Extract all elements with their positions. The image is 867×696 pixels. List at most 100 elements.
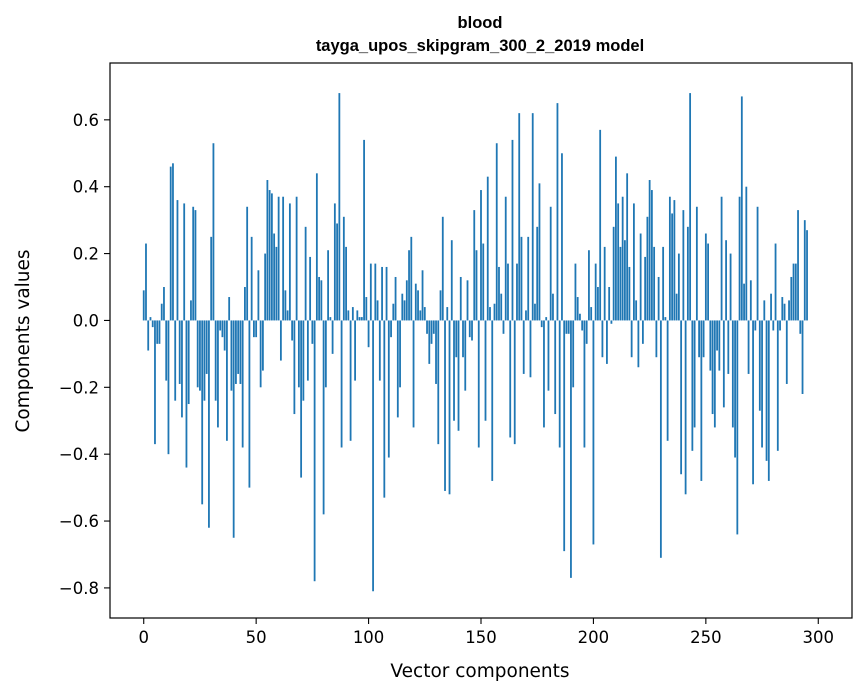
bar xyxy=(226,320,228,441)
bar xyxy=(727,320,730,374)
bar xyxy=(376,300,379,321)
bar xyxy=(754,320,757,331)
chart-title: blood xyxy=(458,14,503,32)
y-tick-label: 0.4 xyxy=(73,178,99,197)
bar xyxy=(253,320,255,338)
y-axis-label: Components values xyxy=(13,249,34,432)
bar xyxy=(799,320,802,334)
bar xyxy=(556,103,559,321)
bar xyxy=(158,320,161,344)
bar xyxy=(320,280,323,321)
bar xyxy=(270,193,273,321)
bar xyxy=(504,196,507,321)
bar xyxy=(621,196,624,321)
bar xyxy=(626,173,629,321)
bar xyxy=(540,320,543,328)
bar xyxy=(547,320,550,391)
bar xyxy=(309,256,312,321)
bar xyxy=(529,320,532,378)
bar xyxy=(453,320,455,421)
bar xyxy=(655,320,658,358)
bar xyxy=(716,320,718,351)
bars-group xyxy=(142,93,808,592)
bar xyxy=(156,320,159,344)
bar xyxy=(738,196,741,321)
bar xyxy=(142,290,145,321)
bar xyxy=(235,320,237,384)
bar xyxy=(475,250,478,321)
bar xyxy=(770,293,772,321)
bar xyxy=(788,300,790,321)
bar xyxy=(630,320,633,358)
bar xyxy=(740,96,743,321)
bar xyxy=(774,243,777,321)
bar xyxy=(315,173,318,321)
bar xyxy=(219,320,222,331)
bar xyxy=(217,320,219,428)
bar xyxy=(259,320,262,388)
bar xyxy=(756,206,759,321)
bar xyxy=(419,310,422,321)
bar xyxy=(511,139,514,321)
bar xyxy=(765,320,768,461)
bar xyxy=(275,246,278,321)
y-tick-label: 0.6 xyxy=(73,111,99,130)
bar xyxy=(369,263,372,321)
bar xyxy=(711,320,714,415)
bar xyxy=(659,320,662,558)
bar xyxy=(358,317,361,321)
bar xyxy=(797,210,799,321)
bar xyxy=(619,246,622,321)
bar xyxy=(410,236,413,321)
bar xyxy=(214,320,217,401)
bar xyxy=(340,320,343,448)
bar xyxy=(405,280,408,321)
bar xyxy=(558,320,561,448)
x-tick-label: 200 xyxy=(578,628,610,647)
bar xyxy=(534,303,536,321)
bar xyxy=(538,183,541,321)
bar xyxy=(758,320,761,411)
bar xyxy=(381,266,383,321)
bar xyxy=(624,240,626,321)
bar xyxy=(459,276,462,321)
bar xyxy=(349,320,352,441)
bar xyxy=(444,320,446,491)
x-tick-label: 250 xyxy=(690,628,722,647)
bar xyxy=(752,320,754,485)
bar xyxy=(599,129,602,321)
bar xyxy=(722,320,725,408)
bar xyxy=(291,320,294,341)
bar xyxy=(196,320,199,388)
bar xyxy=(646,216,649,321)
bar xyxy=(677,253,680,321)
bar xyxy=(338,93,341,321)
bar xyxy=(329,317,332,321)
bar xyxy=(576,297,579,321)
bar xyxy=(633,203,635,321)
bar xyxy=(776,320,779,451)
chart-subtitle: tayga_upos_skipgram_300_2_2019 model xyxy=(316,37,644,55)
bar xyxy=(682,210,685,321)
bar xyxy=(160,303,163,321)
y-tick-label: −0.2 xyxy=(59,378,99,397)
bar xyxy=(183,203,186,321)
bar xyxy=(151,320,154,328)
bar xyxy=(686,226,689,321)
bar xyxy=(284,290,287,321)
bar xyxy=(603,246,606,321)
bar xyxy=(502,320,505,334)
bar xyxy=(441,216,444,321)
bar xyxy=(783,303,786,321)
bar xyxy=(403,300,406,321)
bar xyxy=(462,320,464,358)
bar xyxy=(300,320,303,478)
bar xyxy=(525,310,527,321)
bar xyxy=(304,226,307,321)
bar xyxy=(664,317,667,321)
bar xyxy=(731,320,734,428)
bar xyxy=(549,206,552,321)
bar xyxy=(201,320,204,505)
bar xyxy=(493,303,496,321)
bar xyxy=(428,320,431,364)
